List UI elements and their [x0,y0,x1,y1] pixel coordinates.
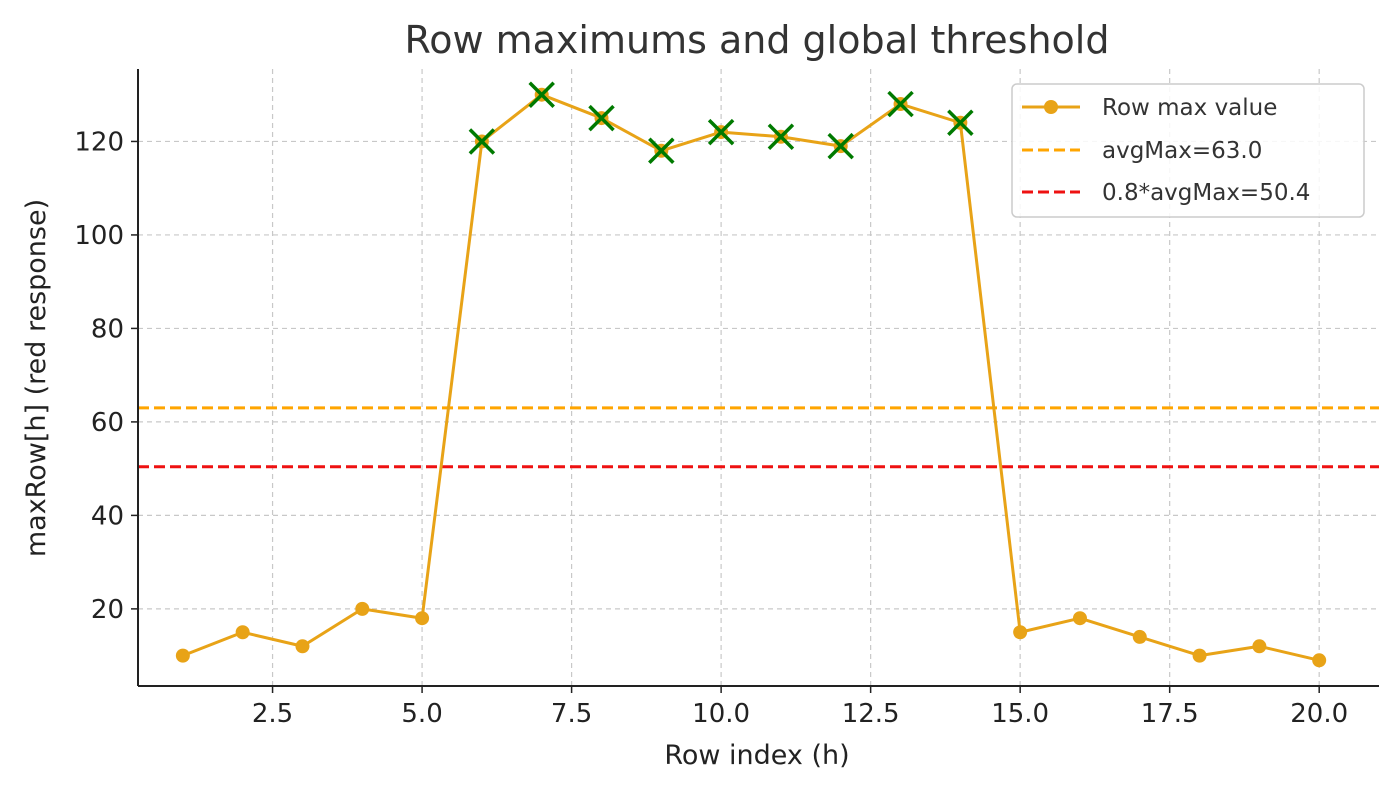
highlight-marker [887,90,914,118]
y-ticks: 20 40 60 80 100 120 [74,127,138,625]
legend-label-threshold: 0.8*avgMax=50.4 [1102,180,1310,206]
y-tick-label: 60 [91,408,124,438]
data-point [1252,639,1267,654]
series-line-0 [182,93,1320,662]
legend-entry-threshold: 0.8*avgMax=50.4 [1022,180,1310,206]
legend-label-row-max: Row max value [1102,95,1277,121]
highlight-marker [827,132,854,160]
legend-marker-row-max [1044,100,1058,114]
x-axis-label: Row index (h) [664,740,849,771]
reference-lines [138,406,1379,469]
y-tick-label: 40 [91,501,124,531]
legend-label-avgmax: avgMax=63.0 [1102,138,1262,164]
x-tick-label: 17.5 [1141,699,1199,729]
highlight-stroke [887,90,914,118]
data-point [1072,611,1087,626]
y-tick-label: 120 [74,127,124,157]
x-tick-label: 20.0 [1290,699,1348,729]
y-tick-label: 100 [74,221,124,251]
x-ticks: 2.5 5.0 7.5 10.0 12.5 15.0 17.5 20.0 [252,686,1348,729]
x-tick-label: 2.5 [252,699,293,729]
x-tick-label: 12.5 [842,699,900,729]
highlight-stroke [648,137,675,165]
highlight-marker [947,109,974,136]
y-tick-label: 80 [91,314,124,344]
highlight-stroke [767,123,795,151]
highlight-stroke [588,104,615,132]
data-point [1132,629,1147,644]
legend-entry-row-max: Row max value [1022,95,1277,121]
highlight-stroke [827,132,854,160]
x-tick-label: 5.0 [401,699,442,729]
highlight-marker [707,118,735,146]
data-point [415,611,430,626]
data-point [175,648,190,663]
legend-box [1011,83,1365,218]
data-point [1192,648,1207,663]
y-tick-label: 20 [91,595,124,625]
data-point [295,639,310,654]
chart-title: Row maximums and global threshold [405,18,1110,62]
data-point [1013,625,1028,640]
highlight-marker [767,123,795,151]
highlight-marker [468,128,496,155]
highlight-marker [648,137,675,165]
highlight-stroke [468,128,496,155]
highlight-marker [528,81,555,108]
x-tick-label: 15.0 [991,699,1049,729]
x-tick-label: 10.0 [692,699,750,729]
x-tick-label: 7.5 [551,699,592,729]
highlight-markers [468,81,974,165]
data-point [235,625,250,640]
highlight-stroke [528,81,555,108]
highlight-marker [588,104,615,132]
y-axis-label: maxRow[h] (red response) [21,199,52,557]
highlight-stroke [707,118,735,146]
legend: Row max value avgMax=63.0 0.8*avgMax=50.… [1011,83,1365,218]
highlight-stroke [947,109,974,136]
data-point [1312,653,1327,668]
legend-entry-avgmax: avgMax=63.0 [1022,138,1262,164]
data-point [355,601,370,616]
